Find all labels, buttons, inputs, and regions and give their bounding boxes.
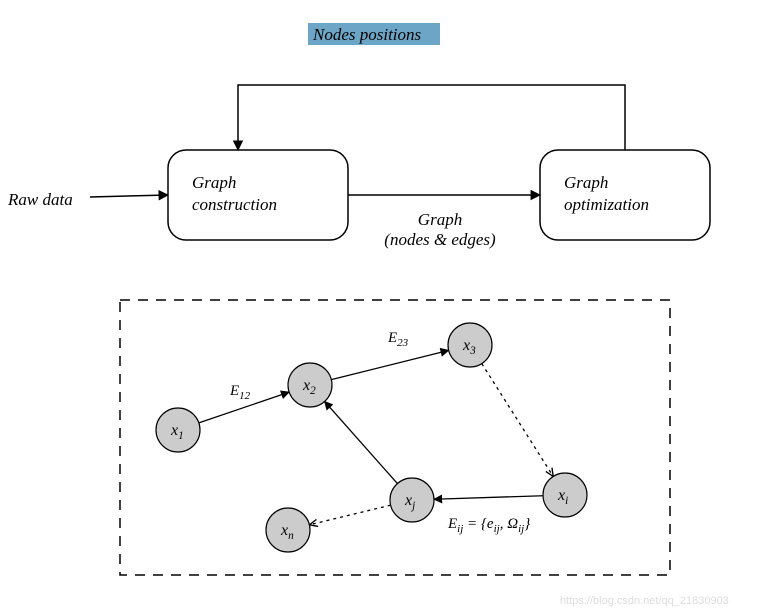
edge-xj-xn [309, 505, 390, 525]
raw-data-arrow [90, 195, 168, 197]
watermark: https://blog.csdn.net/qq_21830903 [560, 595, 729, 607]
raw-data-label: Raw data [7, 190, 73, 209]
box-optimization-label2: optimization [564, 195, 649, 214]
edge-formula: Eij = {eij, Ωij} [447, 516, 530, 535]
graph-arrow-label2: (nodes & edges) [384, 230, 496, 249]
graph-arrow-label1: Graph [418, 210, 462, 229]
box-optimization-label1: Graph [564, 173, 608, 192]
edge-x2-x3 [331, 350, 448, 379]
edge-x3-xi [482, 364, 553, 477]
box-construction-label1: Graph [192, 173, 236, 192]
feedback-arrow [238, 85, 625, 150]
header-label: Nodes positions [312, 25, 422, 44]
box-construction-label2: construction [192, 195, 277, 214]
edge-xi-xj [434, 496, 543, 500]
edge-label-x2-x3: E23 [387, 330, 409, 349]
edge-label-x1-x2: E12 [229, 383, 251, 402]
edge-xj-x2 [325, 401, 398, 483]
